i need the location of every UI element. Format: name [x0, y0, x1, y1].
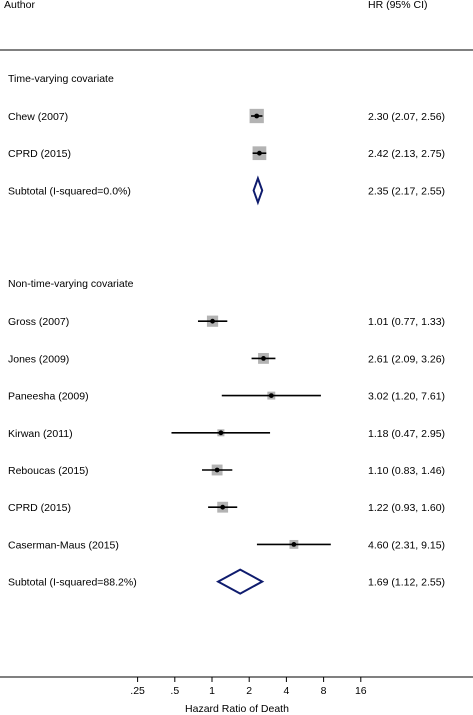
- study-point: [254, 113, 260, 119]
- study-point: [220, 504, 226, 510]
- study-estimate: 3.02 (1.20, 7.61): [368, 391, 445, 403]
- subgroup-label: Time-varying covariate: [8, 73, 114, 85]
- study-name: Jones (2009): [8, 353, 69, 365]
- plot-marks: Time-varying covariate Chew (2007) 2.30 (2…: [8, 73, 445, 697]
- subtotal-label: Subtotal (I-squared=88.2%): [8, 577, 137, 589]
- x-tick-label: 8: [321, 685, 327, 697]
- study-point: [291, 542, 297, 547]
- subtotal-label: Subtotal (I-squared=0.0%): [8, 185, 131, 197]
- study-name: Reboucas (2015): [8, 465, 89, 477]
- study-name: Caserman-Maus (2015): [8, 539, 119, 551]
- study-estimate: 2.61 (2.09, 3.26): [368, 353, 445, 365]
- study-point: [214, 467, 220, 473]
- study-point: [210, 318, 215, 324]
- study-name: Kirwan (2011): [8, 428, 73, 440]
- x-tick-label: 1: [209, 685, 215, 697]
- study-estimate: 4.60 (2.31, 9.15): [368, 539, 445, 551]
- study-name: CPRD (2015): [8, 148, 71, 160]
- x-tick-label: 4: [283, 685, 289, 697]
- x-tick-label: .5: [170, 685, 179, 697]
- subtotal-diamond: [252, 175, 264, 206]
- x-tick-label: .25: [130, 685, 145, 697]
- study-point: [257, 150, 262, 156]
- subtotal-estimate: 1.69 (1.12, 2.55): [368, 577, 445, 589]
- study-point: [218, 430, 224, 436]
- study-point: [268, 393, 274, 398]
- x-tick-label: 2: [246, 685, 252, 697]
- study-estimate: 1.22 (0.93, 1.60): [368, 502, 445, 514]
- x-tick-label: 16: [355, 685, 367, 697]
- subtotal-diamond: [216, 568, 265, 595]
- subgroup-label: Non-time-varying covariate: [8, 278, 134, 290]
- header-author: Author: [4, 0, 35, 11]
- study-estimate: 2.42 (2.13, 2.75): [368, 148, 445, 160]
- study-estimate: 1.01 (0.77, 1.33): [368, 316, 445, 328]
- study-estimate: 1.18 (0.47, 2.95): [368, 428, 445, 440]
- header-estimate: HR (95% CI): [368, 0, 428, 11]
- study-name: Gross (2007): [8, 316, 69, 328]
- study-point: [261, 356, 266, 361]
- study-estimate: 2.30 (2.07, 2.56): [368, 111, 445, 123]
- subtotal-estimate: 2.35 (2.17, 2.55): [368, 185, 445, 197]
- x-axis-label: Hazard Ratio of Death: [185, 703, 289, 715]
- study-name: CPRD (2015): [8, 502, 71, 514]
- study-estimate: 1.10 (0.83, 1.46): [368, 465, 445, 477]
- study-name: Chew (2007): [8, 111, 68, 123]
- study-name: Paneesha (2009): [8, 391, 89, 403]
